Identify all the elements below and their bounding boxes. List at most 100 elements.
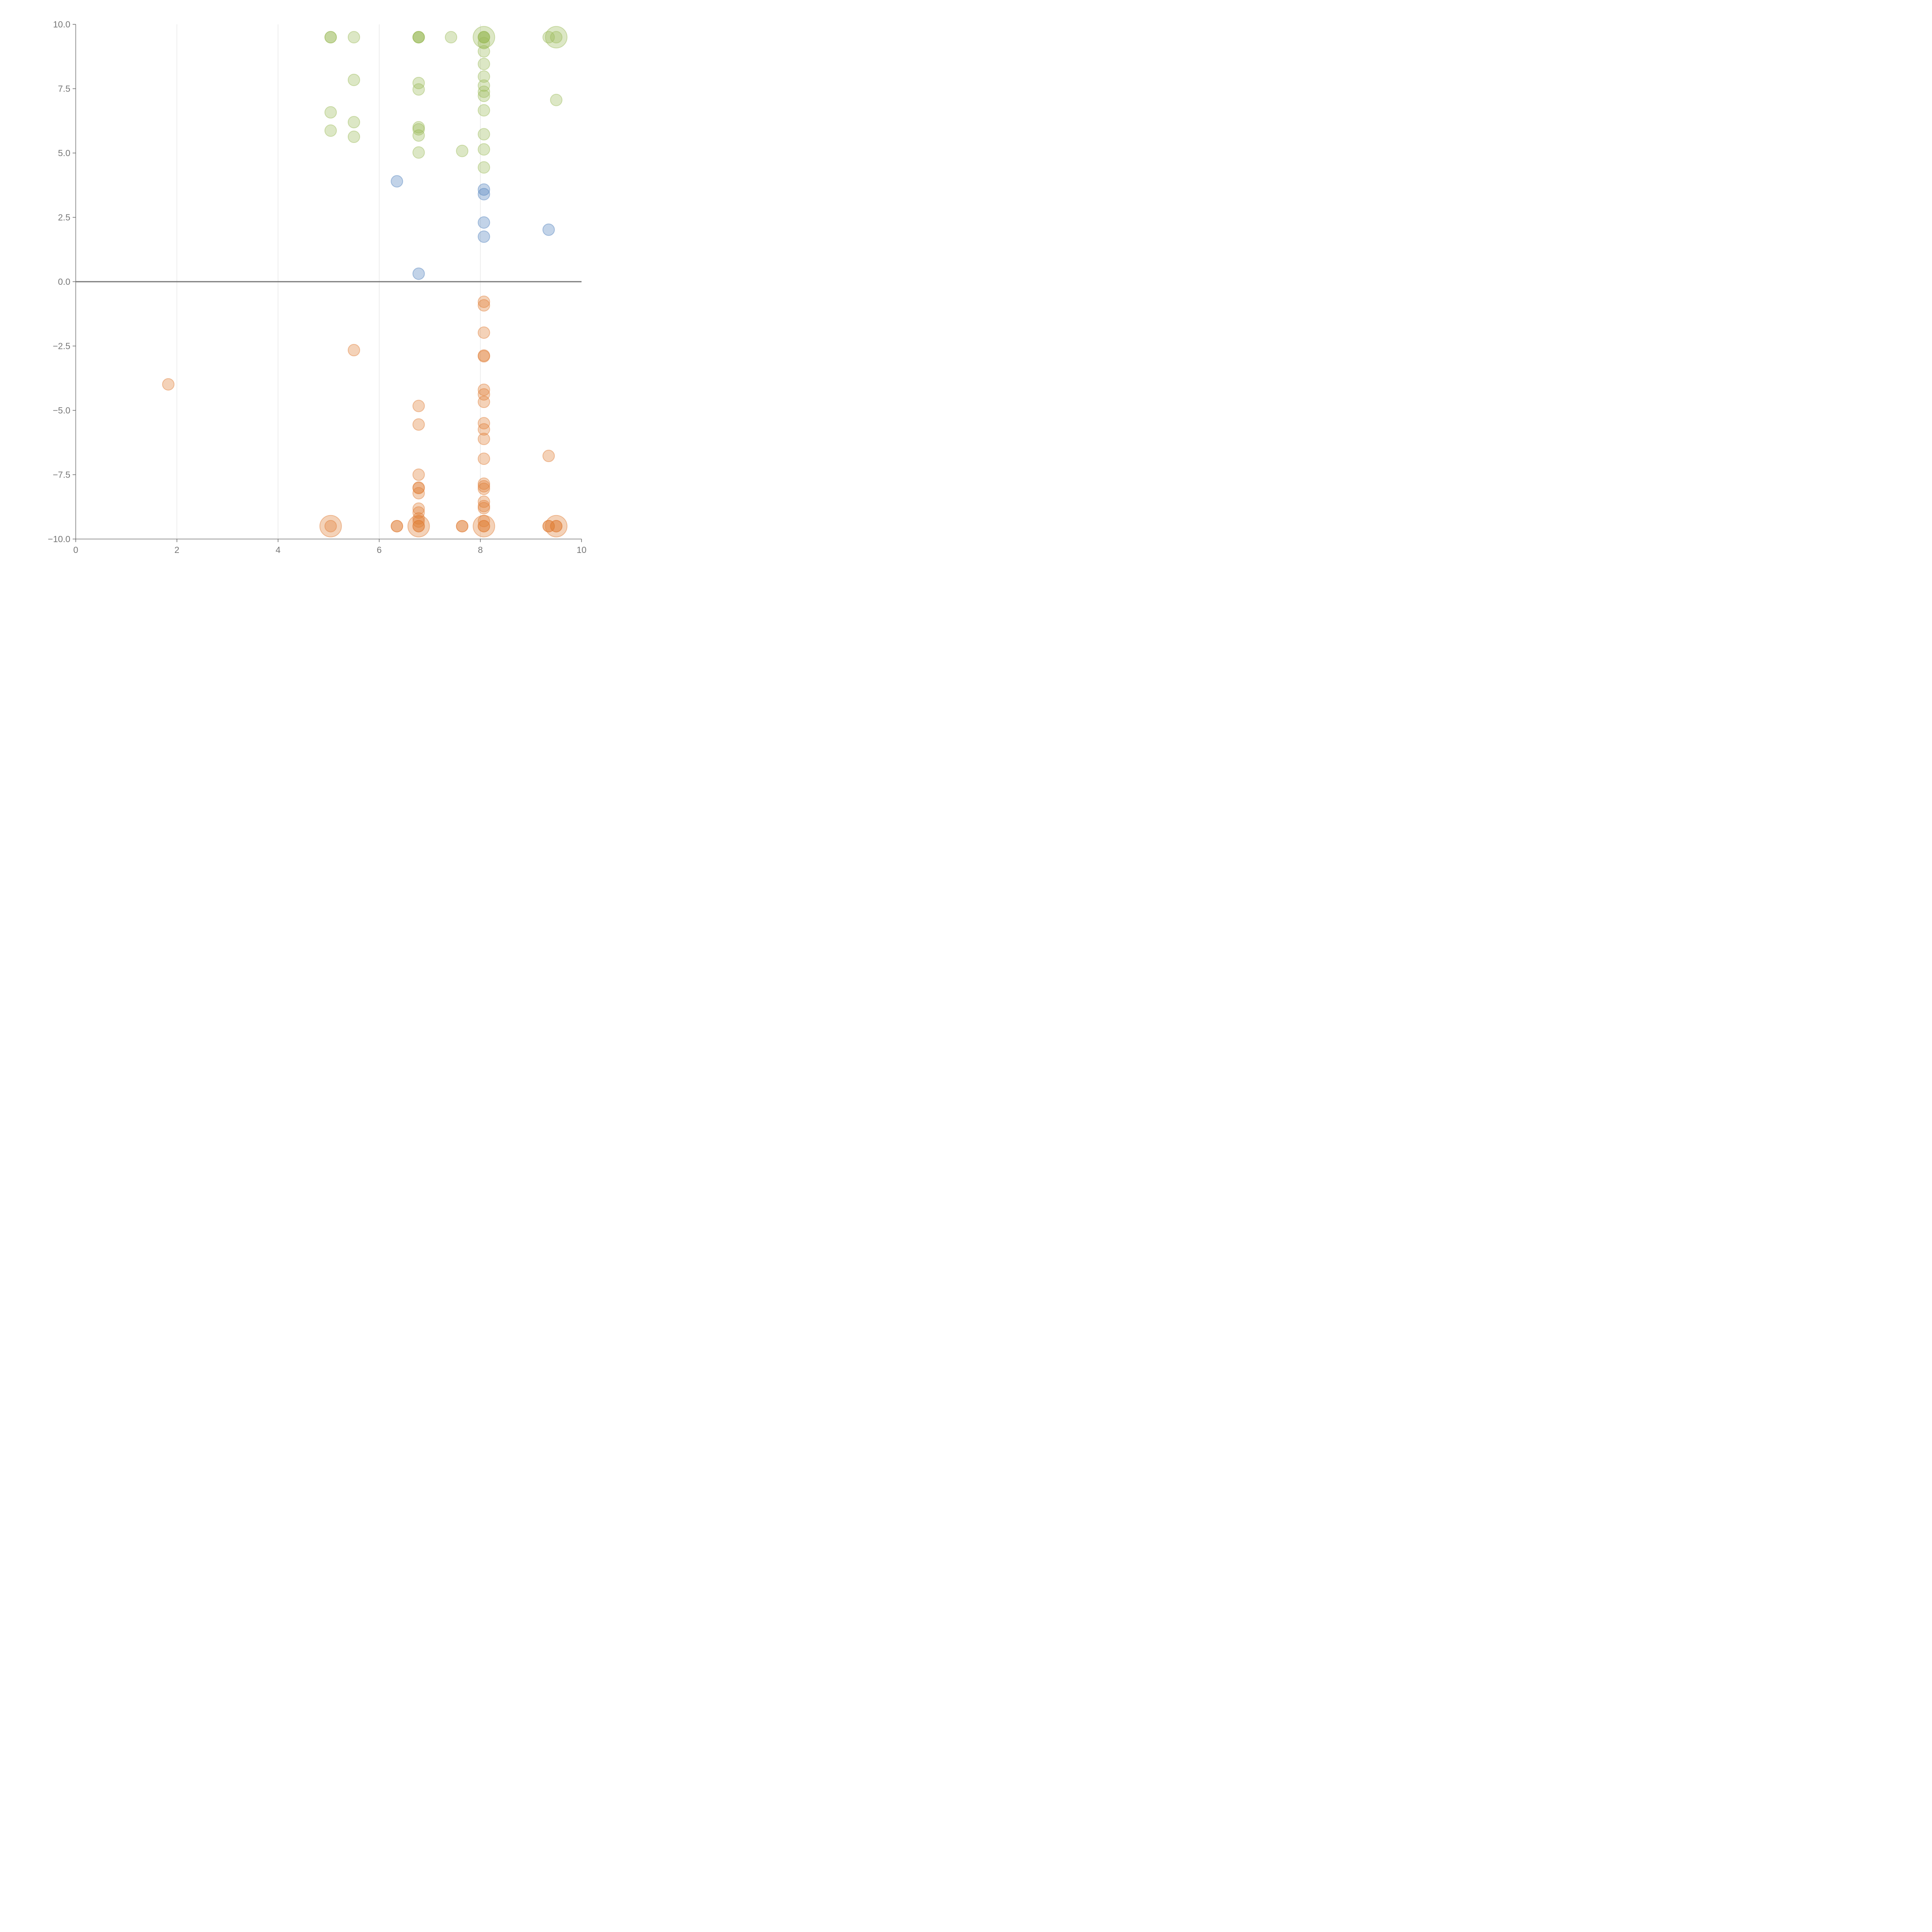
data-point [478, 495, 490, 508]
data-point [478, 295, 490, 308]
data-point [412, 267, 425, 280]
y-tick-label: 5.0 [58, 148, 70, 158]
data-point [391, 520, 403, 532]
data-point [478, 45, 490, 58]
data-point [478, 350, 490, 363]
y-tick-label: −5.0 [53, 405, 70, 415]
data-point [324, 106, 337, 119]
x-tick-label: 2 [174, 545, 179, 555]
data-point [478, 349, 490, 362]
data-point [478, 326, 490, 339]
data-point [550, 520, 563, 532]
data-point [412, 418, 425, 431]
y-axis-ticks: 10.0 7.5 5.0 2.5 0.0 −2.5 −5.0 −7.5 −10.0 [48, 19, 76, 544]
data-point [412, 400, 425, 412]
data-point [445, 31, 457, 44]
data-point [478, 383, 490, 396]
data-point [550, 94, 563, 106]
large-data-point [545, 26, 568, 49]
data-point [542, 520, 555, 532]
data-point [324, 124, 337, 137]
data-point [478, 90, 490, 102]
data-point [412, 31, 425, 44]
data-point [478, 417, 490, 430]
x-axis-ticks: 0 2 4 6 8 10 [73, 539, 587, 555]
data-point [478, 37, 490, 49]
data-point [412, 31, 425, 44]
data-point [162, 378, 175, 391]
data-point [412, 487, 425, 500]
y-tick-label: −10.0 [48, 534, 70, 544]
data-point [478, 230, 490, 243]
data-point [478, 299, 490, 312]
data-point [542, 520, 555, 532]
data-point [478, 143, 490, 156]
data-point [412, 83, 425, 96]
data-point [412, 481, 425, 494]
data-point [478, 502, 490, 515]
data-point [478, 483, 490, 495]
large-data-point [545, 515, 568, 537]
large-data-point [407, 515, 430, 537]
data-point [456, 520, 469, 532]
data-point [412, 146, 425, 159]
large-data-point [473, 26, 495, 49]
data-point [347, 73, 360, 86]
data-point [478, 31, 490, 44]
x-tick-label: 0 [73, 545, 78, 555]
y-tick-label: 0.0 [58, 277, 70, 287]
data-point [478, 520, 490, 532]
data-point [478, 480, 490, 493]
data-point [478, 396, 490, 408]
data-point [478, 58, 490, 70]
data-point [347, 344, 360, 357]
data-point [542, 449, 555, 462]
data-point [456, 520, 469, 532]
data-points [162, 26, 568, 537]
data-point [347, 31, 360, 44]
data-point [478, 520, 490, 532]
data-point [412, 520, 425, 532]
data-point [478, 79, 490, 92]
y-tick-label: 7.5 [58, 84, 70, 94]
x-tick-label: 8 [478, 545, 483, 555]
data-point [478, 515, 490, 527]
data-point [478, 216, 490, 229]
x-tick-label: 4 [276, 545, 281, 555]
data-point [478, 104, 490, 117]
data-point [542, 31, 555, 44]
data-point [347, 116, 360, 129]
x-tick-label: 10 [577, 545, 587, 555]
data-point [324, 520, 337, 532]
data-point [412, 123, 425, 136]
data-point [324, 31, 337, 44]
data-point [412, 468, 425, 481]
data-point [550, 31, 563, 44]
data-point [478, 31, 490, 44]
large-data-point [473, 515, 495, 537]
data-point [478, 388, 490, 401]
data-point [478, 452, 490, 465]
data-point [550, 520, 563, 532]
data-point [478, 70, 490, 83]
data-point [478, 31, 490, 44]
data-point [478, 128, 490, 141]
data-point [412, 520, 425, 532]
data-point [478, 188, 490, 201]
data-point [412, 482, 425, 495]
data-point [478, 477, 490, 490]
data-point [478, 85, 490, 98]
y-tick-label: 2.5 [58, 213, 70, 223]
data-point [542, 223, 555, 236]
data-point [412, 77, 425, 89]
data-point [478, 161, 490, 174]
large-data-point [319, 515, 342, 537]
x-tick-label: 6 [377, 545, 382, 555]
data-point [412, 121, 425, 134]
scatter-chart: 10.0 7.5 5.0 2.5 0.0 −2.5 −5.0 −7.5 −10.0 0 2 4 6 8 1… [48, 19, 587, 555]
data-point [478, 500, 490, 512]
data-point [324, 31, 337, 44]
data-point [391, 520, 403, 532]
y-tick-label: 10.0 [53, 19, 70, 29]
data-point [478, 423, 490, 436]
